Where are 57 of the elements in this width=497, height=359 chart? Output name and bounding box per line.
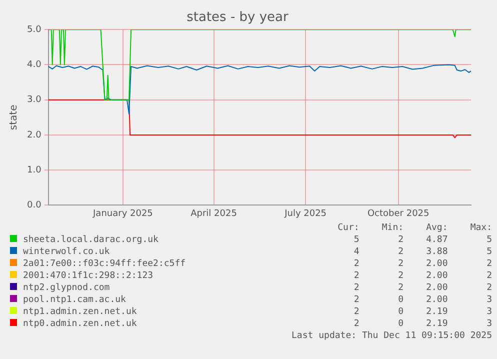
text: 0 bbox=[397, 318, 405, 330]
y-tick-label: 3.0 bbox=[26, 95, 42, 106]
text: 4.87 bbox=[425, 234, 449, 246]
x-tick-label: April 2025 bbox=[190, 208, 237, 219]
y-tick-label: 5.0 bbox=[26, 24, 42, 35]
x-tick-label: October 2025 bbox=[367, 208, 430, 219]
text: 2 bbox=[397, 270, 405, 282]
y-tick-label: 1.0 bbox=[26, 165, 42, 176]
text: 5 bbox=[486, 246, 493, 258]
text: 2.00 bbox=[425, 294, 449, 306]
text: Min: bbox=[380, 222, 405, 234]
text: Last update: Thu Dec 11 09:15:00 2025 bbox=[290, 330, 493, 342]
text: 2 bbox=[352, 294, 360, 306]
text: 2 bbox=[486, 258, 493, 270]
text: 2 bbox=[397, 258, 405, 270]
x-tick-label: January 2025 bbox=[92, 208, 153, 219]
text: 2 bbox=[352, 258, 360, 270]
text: 2 bbox=[397, 246, 405, 258]
text: 2.00 bbox=[425, 282, 449, 294]
y-tick-label: 0.0 bbox=[26, 200, 42, 211]
text: 2 bbox=[486, 270, 493, 282]
text: 2 bbox=[352, 306, 360, 318]
legend-label: ntp2.glypnod.com bbox=[23, 283, 110, 293]
text: 0 bbox=[397, 306, 405, 318]
text: 2.19 bbox=[425, 318, 449, 330]
text: 2 bbox=[486, 282, 493, 294]
text: 3 bbox=[486, 294, 493, 306]
text: 2 bbox=[352, 270, 360, 282]
text: 2.00 bbox=[425, 270, 449, 282]
legend-label: 2001:470:1f1c:298::2:123 bbox=[23, 271, 154, 281]
legend-label: 2a01:7e00::f03c:94ff:fee2:c5ff bbox=[23, 259, 186, 269]
text: 5 bbox=[352, 234, 360, 246]
legend-label: ntp1.admin.zen.net.uk bbox=[23, 307, 137, 317]
y-tick-label: 4.0 bbox=[26, 60, 42, 70]
text: 3 bbox=[486, 318, 493, 330]
y-axis-title: state bbox=[8, 104, 20, 130]
text: 2.00 bbox=[425, 258, 449, 270]
text: 2.19 bbox=[425, 306, 449, 318]
text: Avg: bbox=[425, 222, 449, 234]
text: 0 bbox=[397, 294, 405, 306]
text: 3 bbox=[486, 306, 493, 318]
y-tick-label: 2.0 bbox=[26, 130, 42, 140]
legend-label: pool.ntp1.cam.ac.uk bbox=[23, 295, 126, 305]
text: 4 bbox=[352, 246, 360, 258]
text: 2 bbox=[397, 282, 405, 294]
legend-label: ntp0.admin.zen.net.uk bbox=[23, 319, 137, 329]
text: Cur: bbox=[336, 222, 360, 234]
text: 2 bbox=[397, 234, 405, 246]
text: 2 bbox=[352, 282, 360, 294]
legend-label: winterwolf.co.uk bbox=[23, 247, 110, 257]
text: 3.88 bbox=[425, 246, 449, 258]
chart-title: states - by year bbox=[186, 10, 290, 26]
x-tick-label: July 2025 bbox=[284, 208, 327, 219]
text: 2 bbox=[352, 318, 360, 330]
text: Max: bbox=[469, 222, 493, 234]
text: 5 bbox=[486, 234, 493, 246]
legend-label: sheeta.local.darac.org.uk bbox=[23, 235, 158, 245]
